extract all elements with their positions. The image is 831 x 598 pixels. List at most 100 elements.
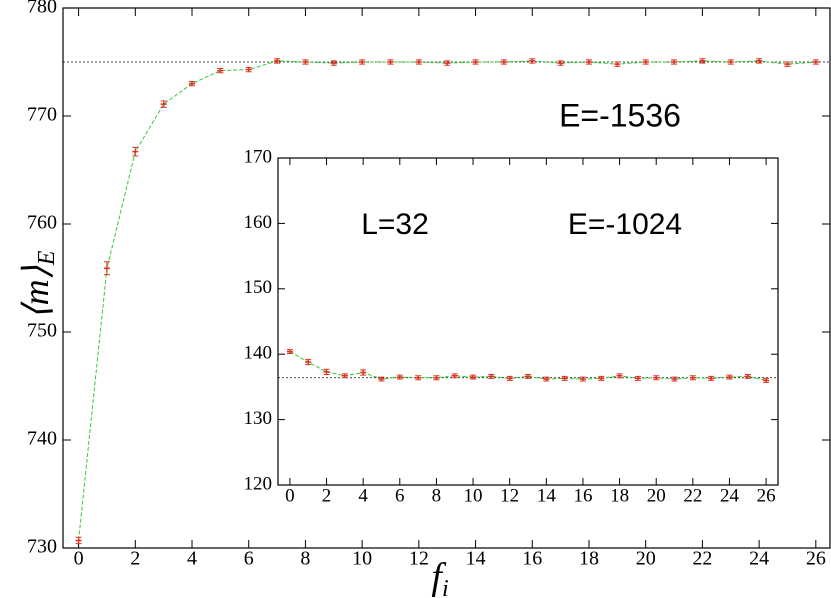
data-point: [444, 61, 451, 66]
y-tick-label: 740: [27, 428, 57, 450]
data-point: [470, 375, 477, 380]
data-point: [217, 68, 224, 73]
data-point: [653, 375, 660, 380]
plot-area: [278, 158, 778, 485]
x-tick-label: 26: [757, 485, 776, 506]
x-tick-label: 16: [522, 548, 542, 570]
y-tick-label: 150: [244, 277, 273, 298]
x-axis-label-sub: i: [442, 576, 449, 598]
data-point: [699, 58, 706, 63]
x-tick-label: 14: [537, 485, 557, 506]
x-tick-label: 26: [806, 548, 826, 570]
data-point: [433, 375, 440, 380]
x-tick-label: 24: [720, 485, 740, 506]
data-point: [642, 60, 649, 64]
data-point: [500, 60, 507, 64]
x-tick-label: 16: [573, 485, 592, 506]
data-point: [132, 149, 139, 154]
x-tick-label: 0: [285, 485, 295, 506]
x-axis-label: fi: [431, 556, 448, 598]
data-point: [671, 60, 678, 64]
data-point: [671, 377, 678, 382]
x-tick-label: 22: [692, 548, 712, 570]
data-point: [812, 60, 819, 64]
data-point: [561, 376, 568, 381]
data-point: [341, 373, 348, 378]
y-axis-label-main: ⟨m⟩: [16, 265, 56, 319]
x-tick-label: 12: [409, 548, 429, 570]
x-tick-label: 6: [244, 548, 254, 570]
data-point: [598, 376, 605, 381]
data-point: [387, 60, 394, 64]
data-point: [396, 375, 403, 380]
y-tick-label: 750: [27, 320, 57, 342]
x-tick-label: 4: [358, 485, 368, 506]
x-tick-label: 20: [647, 485, 666, 506]
x-tick-label: 18: [579, 548, 599, 570]
y-axis-label: ⟨m⟩E: [16, 250, 59, 319]
data-point: [557, 61, 564, 66]
x-tick-label: 18: [610, 485, 629, 506]
data-point: [274, 58, 281, 63]
data-point: [302, 60, 309, 64]
x-tick-label: 14: [466, 548, 486, 570]
data-point: [359, 60, 366, 64]
y-tick-label: 160: [244, 212, 273, 233]
data-point: [245, 67, 252, 72]
y-axis-label-sub: E: [34, 250, 60, 266]
data-point: [634, 376, 641, 381]
data-point: [756, 58, 763, 63]
x-tick-label: 12: [500, 485, 519, 506]
x-tick-label: 10: [352, 548, 372, 570]
data-point: [585, 60, 592, 64]
x-tick-label: 8: [300, 548, 310, 570]
x-tick-label: 22: [683, 485, 702, 506]
y-tick-label: 130: [244, 408, 273, 429]
plot-frame: [62, 7, 831, 549]
y-tick-label: 730: [27, 536, 57, 558]
data-point: [75, 538, 82, 543]
data-point: [506, 376, 513, 381]
data-point: [415, 375, 422, 380]
data-point: [726, 375, 733, 380]
data-point: [415, 60, 422, 64]
data-point: [614, 62, 621, 67]
y-tick-label: 770: [27, 104, 57, 126]
x-tick-label: 10: [464, 485, 483, 506]
x-tick-label: 6: [395, 485, 405, 506]
annotation: E=-1024: [568, 208, 682, 241]
series-line: [78, 60, 816, 541]
annotation: E=-1536: [559, 97, 681, 133]
data-point: [305, 360, 312, 365]
y-tick-label: 120: [244, 473, 273, 494]
data-point: [689, 375, 696, 380]
data-point: [451, 373, 458, 378]
data-point: [763, 378, 770, 383]
data-point: [616, 373, 623, 378]
data-point: [784, 62, 791, 67]
data-point: [323, 369, 330, 374]
data-point: [360, 370, 367, 375]
x-tick-label: 20: [636, 548, 656, 570]
data-point: [160, 102, 167, 107]
data-point: [579, 377, 586, 382]
x-tick-label: 2: [322, 485, 332, 506]
x-tick-label: 0: [74, 548, 84, 570]
series-line: [289, 351, 767, 381]
plot-frame: [277, 157, 779, 486]
data-point: [525, 374, 531, 379]
annotation: L=32: [361, 208, 429, 241]
data-point: [727, 60, 734, 64]
y-tick-label: 780: [27, 0, 57, 18]
data-point: [708, 376, 715, 381]
x-tick-label: 2: [130, 548, 140, 570]
data-point: [103, 266, 110, 271]
data-point: [286, 349, 293, 354]
data-point: [189, 81, 196, 86]
data-point: [488, 374, 495, 379]
data-point: [529, 58, 536, 63]
y-tick-label: 760: [27, 212, 57, 234]
data-point: [472, 60, 479, 64]
